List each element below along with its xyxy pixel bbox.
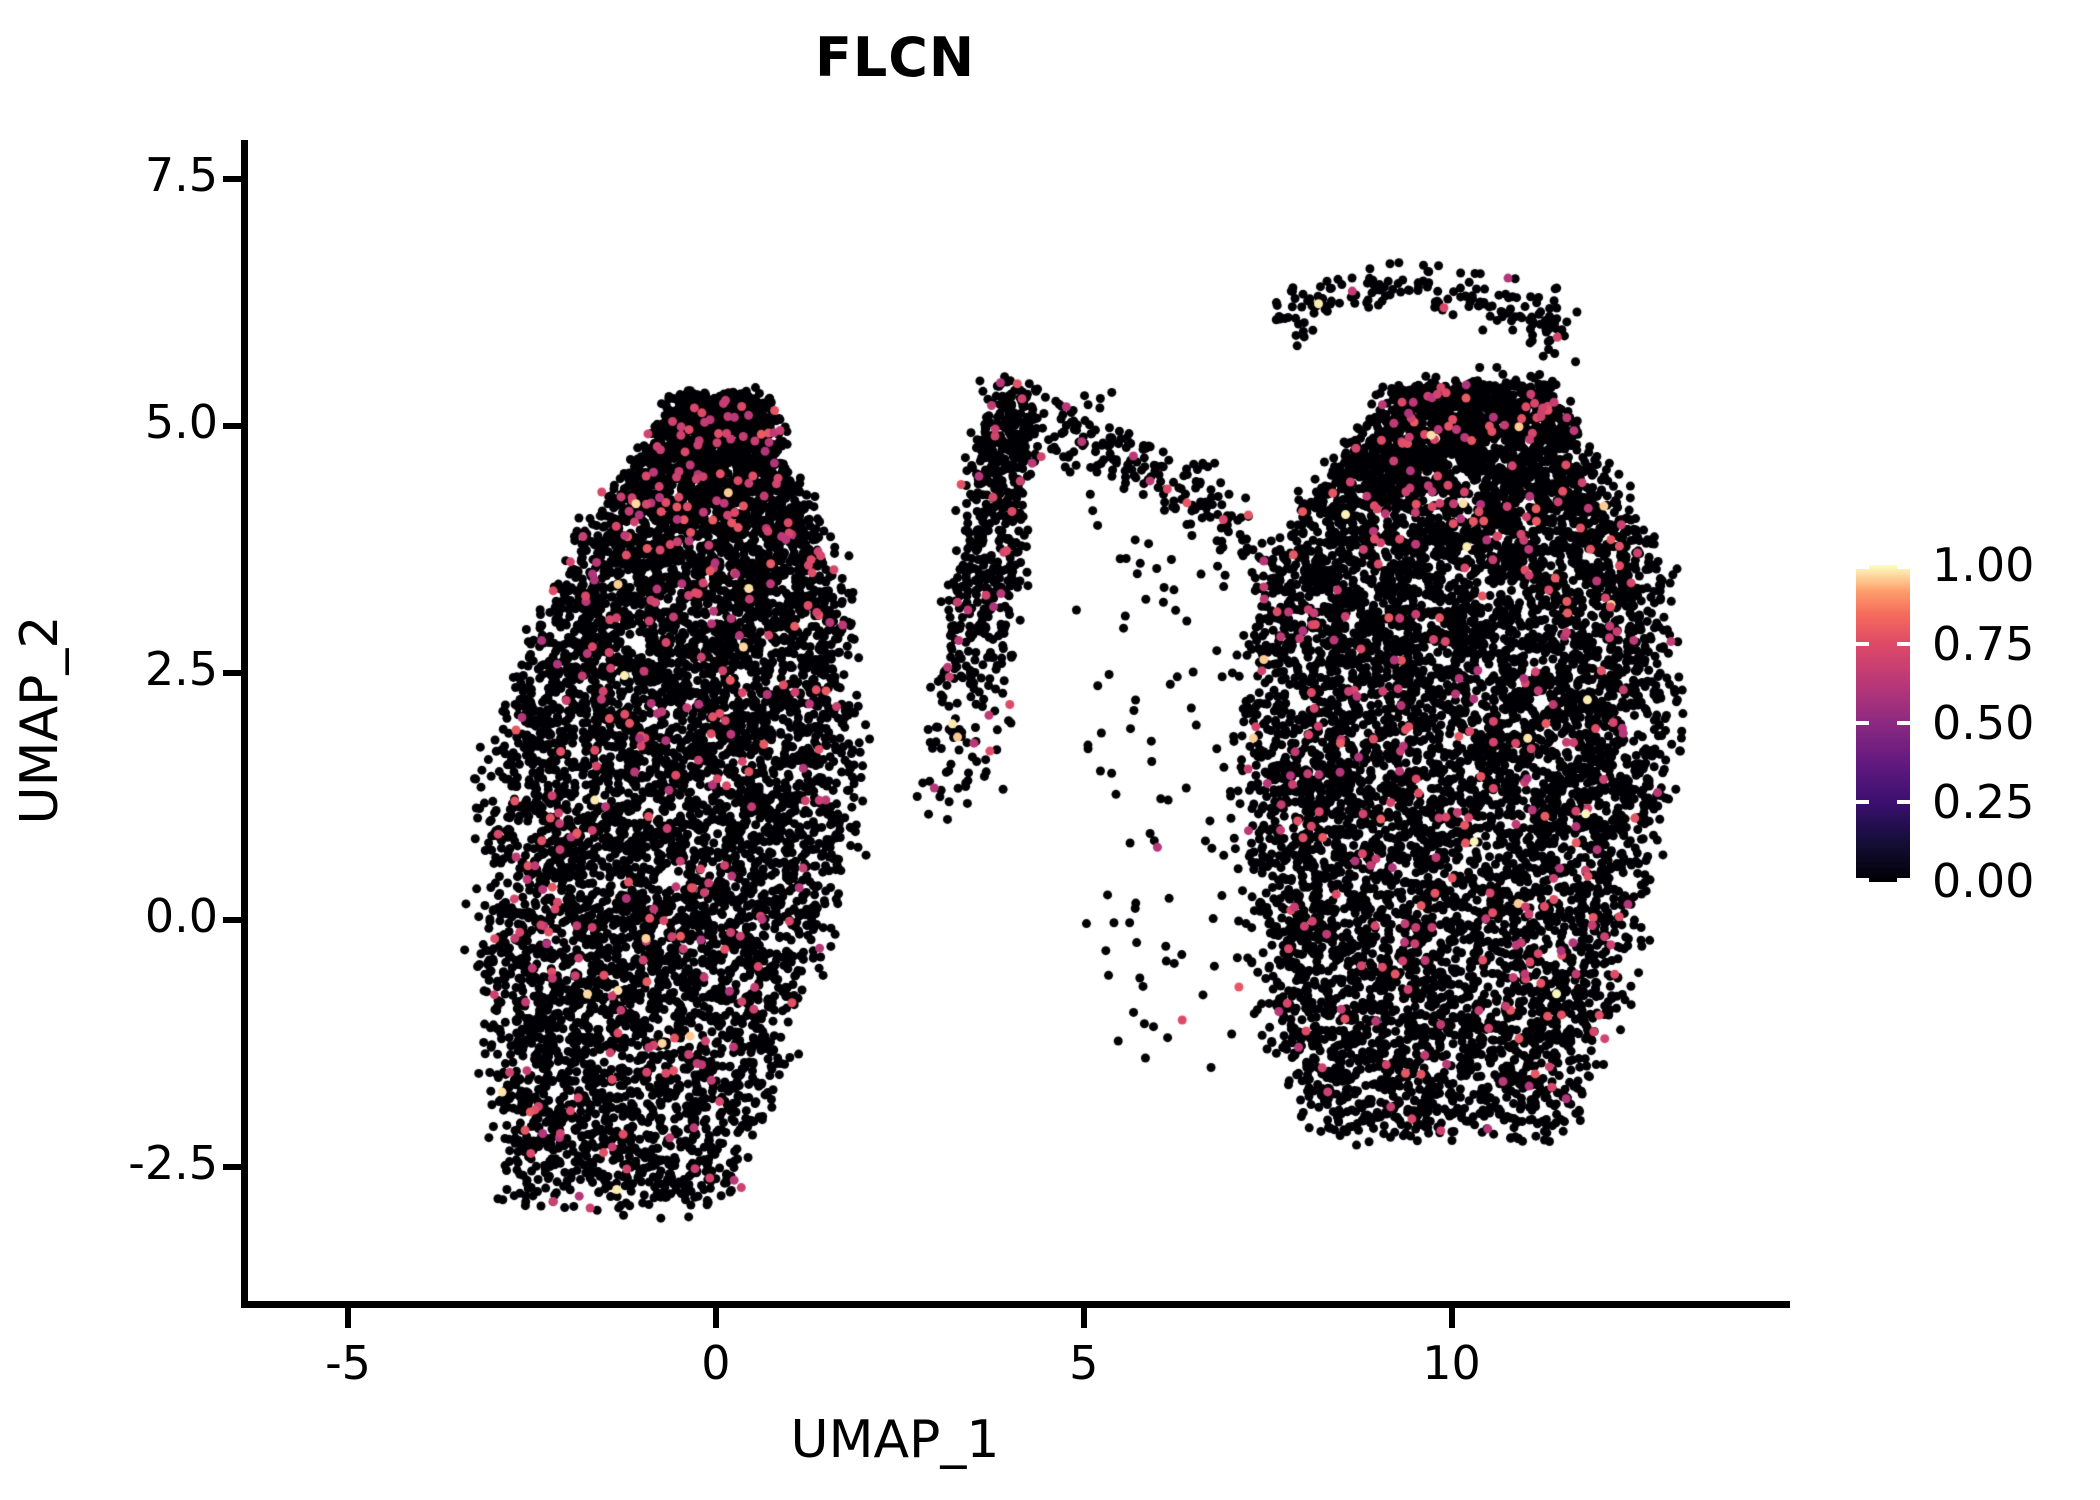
x-tick-label: 5 [1069, 1336, 1099, 1390]
colorbar-tick-label: 1.00 [1932, 538, 2035, 592]
colorbar-tick-mark [1897, 721, 1910, 725]
y-tick-mark [223, 916, 241, 923]
page-title: FLCN [814, 26, 976, 89]
x-tick-mark [712, 1308, 719, 1328]
colorbar-tick-label: 0.25 [1932, 775, 2035, 829]
x-tick-label: -5 [325, 1336, 371, 1390]
y-tick-mark [223, 670, 241, 677]
y-tick-mark [223, 176, 241, 183]
colorbar-tick-mark [1856, 878, 1869, 882]
colorbar-tick-mark [1856, 565, 1869, 569]
y-axis-label: UMAP_2 [10, 615, 70, 825]
y-tick-label: -2.5 [128, 1135, 218, 1190]
y-tick-label: 0.0 [144, 888, 218, 943]
colorbar-tick-mark [1897, 800, 1910, 804]
colorbar-tick-mark [1856, 800, 1869, 804]
colorbar-tick-mark [1897, 642, 1910, 646]
x-axis-label: UMAP_1 [790, 1410, 1000, 1470]
x-tick-label: 0 [701, 1336, 731, 1390]
colorbar-tick-label: 0.50 [1932, 696, 2035, 750]
x-tick-mark [345, 1308, 351, 1328]
x-tick-mark [1080, 1308, 1087, 1328]
x-tick-mark [1448, 1308, 1455, 1328]
x-tick-label: 10 [1422, 1336, 1481, 1390]
y-tick-label: 5.0 [144, 395, 218, 450]
y-tick-label: 2.5 [144, 642, 218, 697]
colorbar-tick-label: 0.75 [1932, 617, 2035, 671]
colorbar: 0.00 0.25 0.50 0.75 1.00 [1856, 538, 2086, 908]
scatter-plot-canvas [245, 140, 1790, 1305]
colorbar-tick-mark [1856, 721, 1869, 725]
y-tick-label: 7.5 [144, 148, 218, 203]
colorbar-tick-mark [1897, 565, 1910, 569]
colorbar-tick-mark [1897, 878, 1910, 882]
colorbar-tick-mark [1856, 642, 1869, 646]
y-tick-mark [223, 423, 241, 430]
colorbar-tick-label: 0.00 [1932, 854, 2035, 908]
y-tick-mark [223, 1163, 241, 1170]
axis-spine-left [241, 140, 248, 1308]
